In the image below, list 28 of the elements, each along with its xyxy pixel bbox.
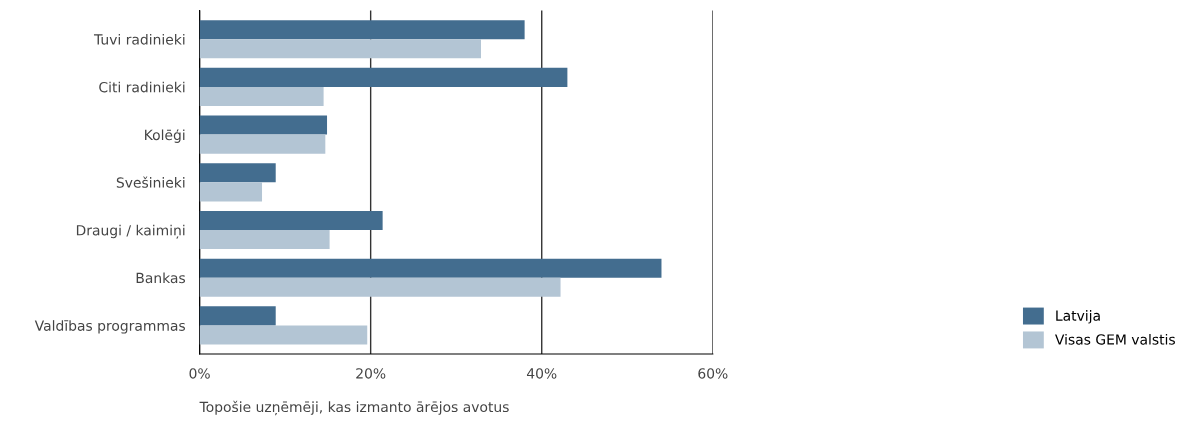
bar: [199, 20, 525, 40]
x-axis-title: Topošie uzņēmēji, kas izmanto ārējos avotus: [199, 400, 509, 416]
bar: [199, 115, 328, 135]
bar: [199, 182, 263, 202]
bar: [199, 86, 324, 106]
bar: [199, 277, 561, 297]
y-tick-label: Tuvi radinieki: [93, 33, 185, 45]
bar: [199, 163, 276, 183]
y-tick-label: Citi radinieki: [99, 81, 185, 93]
bar: [199, 325, 368, 345]
x-tick-label: 20%: [356, 368, 386, 379]
bar: [199, 258, 662, 278]
bar: [199, 230, 330, 250]
x-tick-label: 0%: [189, 368, 210, 379]
bar: [199, 134, 326, 154]
bar: [199, 39, 481, 59]
y-tick-label: Draugi / kaimiņi: [76, 224, 185, 239]
x-tick-label: 60%: [698, 368, 728, 379]
y-tick-label: Valdības programmas: [34, 320, 186, 334]
bar: [199, 210, 383, 231]
x-tick-label: 40%: [526, 368, 557, 379]
legend-label: Latvija: [1056, 310, 1100, 324]
bar: [199, 306, 276, 326]
legend-label: Visas GEM valstis: [1055, 333, 1175, 345]
y-tick-label: Kolēģi: [145, 129, 185, 143]
y-tick-label: Svešinieki: [116, 176, 185, 188]
bar: [199, 67, 568, 87]
y-tick-label: Bankas: [136, 272, 186, 284]
